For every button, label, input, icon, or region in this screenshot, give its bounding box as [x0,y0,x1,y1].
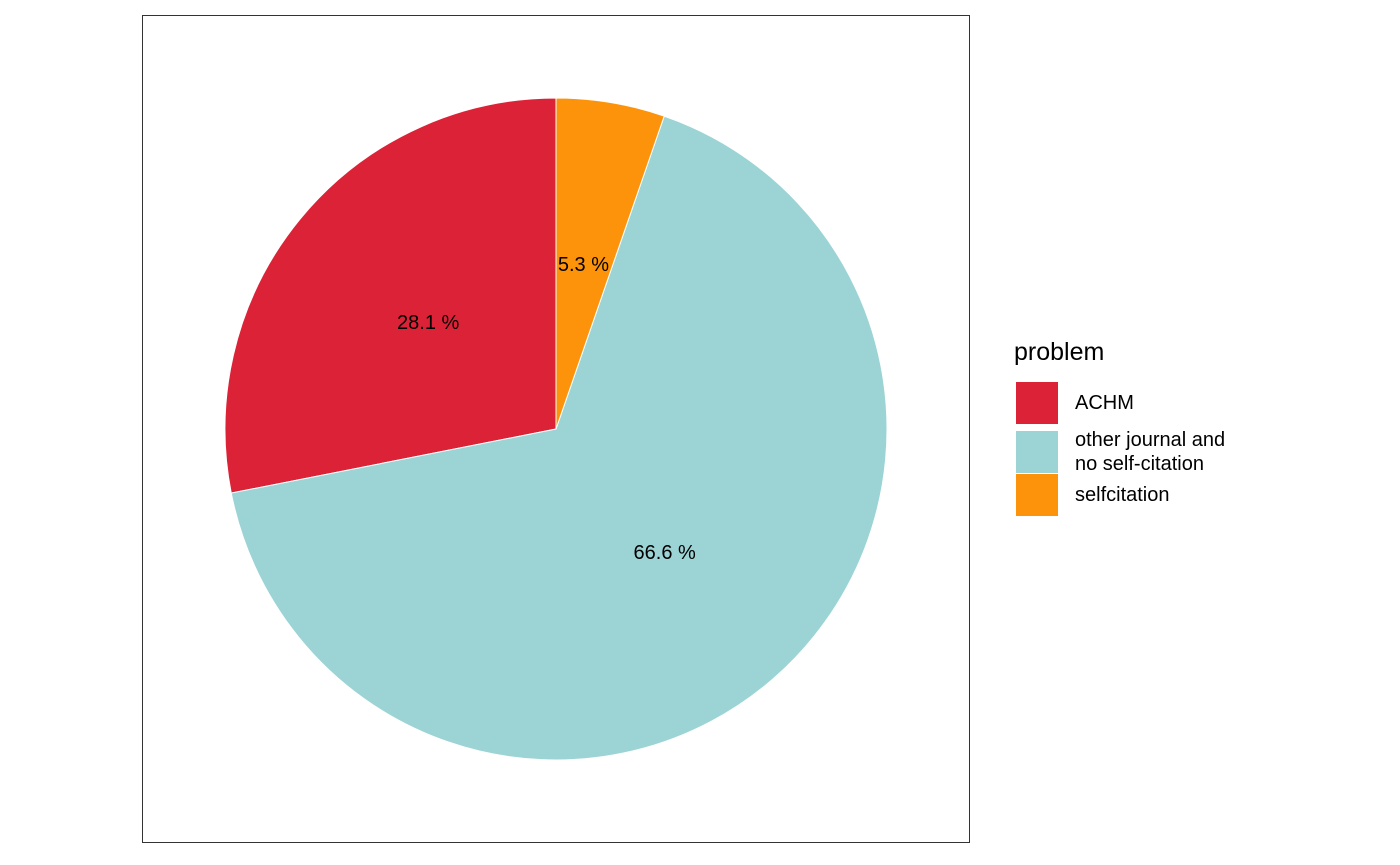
legend-key [1016,431,1058,473]
legend-item: ACHM [1016,382,1134,424]
legend-title: problem [1014,338,1105,366]
pie-slice [230,115,888,761]
legend-label: selfcitation [1075,484,1170,506]
pie-slice [555,97,665,430]
legend-item: selfcitation [1016,474,1170,516]
legend-key [1016,382,1058,424]
value-label: 5.3 % [558,254,609,276]
panel-border [142,15,970,843]
pie-slice [224,97,557,494]
value-label: 66.6 % [634,542,696,564]
legend-label: ACHM [1075,392,1134,414]
legend-key [1016,474,1058,516]
value-label: 28.1 % [397,312,459,334]
legend-item: other journal and no self-citation [1016,428,1225,476]
legend-label: other journal and no self-citation [1075,429,1226,475]
